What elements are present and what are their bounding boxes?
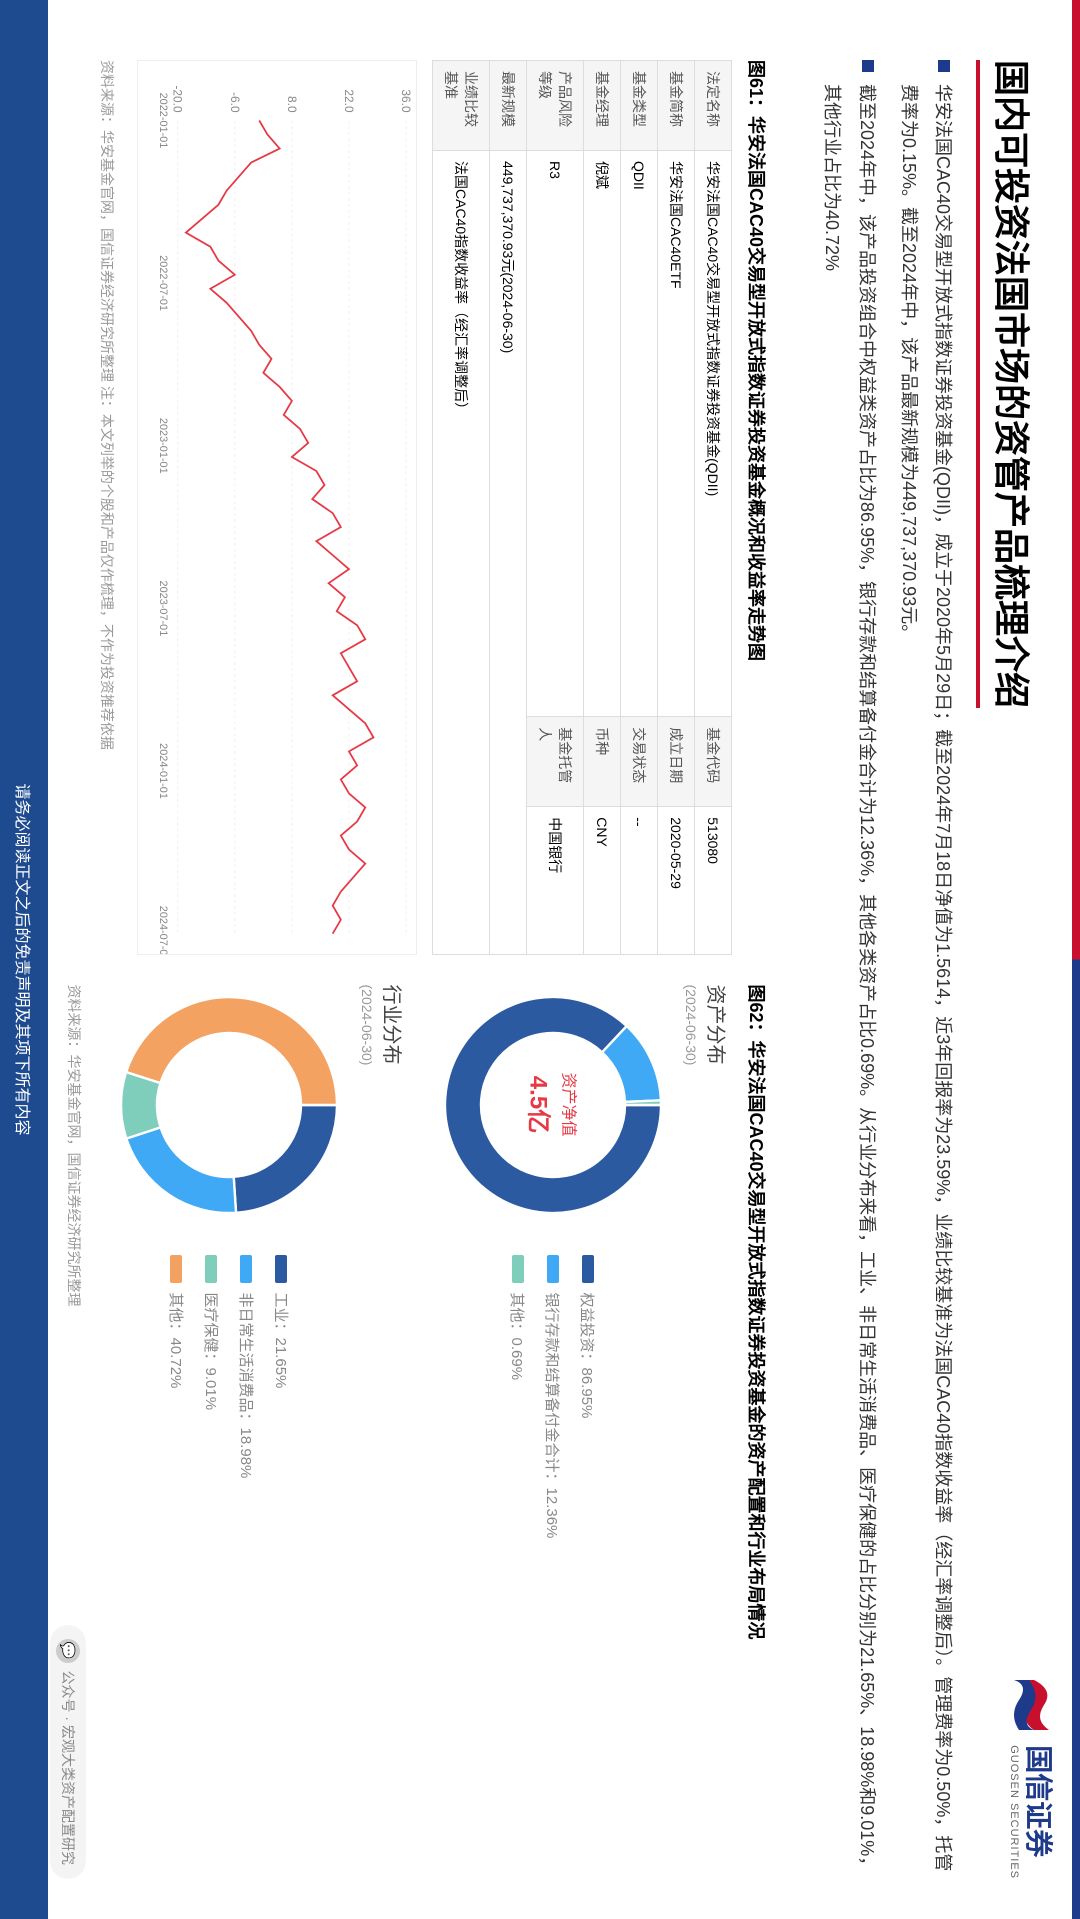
figure-row: 图61：华安法国CAC40交易型开放式指数证券投资基金概况和收益率走势图 法定名…	[64, 60, 770, 1879]
legend-item: 权益投资：86.95%	[578, 1255, 599, 1539]
guosen-logo-icon	[1009, 1675, 1059, 1735]
svg-text:-6.0: -6.0	[228, 92, 242, 113]
asset-date: (2024-06-30)	[683, 985, 699, 1880]
logo-text-en: GUOSEN SECURITIES	[1008, 1745, 1020, 1879]
bullet-text: 华安法国CAC40交易型开放式指数证券投资基金(QDII)，成立于2020年5月…	[892, 84, 960, 1879]
sector-title: 行业分布	[379, 985, 408, 1880]
line-chart: -20.0 -6.0 8.0 22.0 36.0 2022-01-01 2022-07-01…	[137, 60, 417, 955]
title-underline	[976, 60, 980, 708]
svg-text:8.0: 8.0	[285, 96, 299, 113]
legend-item: 银行存款和结算备付金合计：12.36%	[543, 1255, 564, 1539]
legend-item: 医疗保健：9.01%	[201, 1255, 222, 1479]
svg-text:2024-07-01: 2024-07-01	[157, 906, 169, 954]
footer-disclaimer: 请务必阅读正文之后的免责声明及其项下所有内容	[0, 0, 48, 1919]
asset-legend: 权益投资：86.95% 银行存款和结算备付金合计：12.36% 其他：0.69%	[508, 1255, 599, 1539]
bullet-list: 华安法国CAC40交易型开放式指数证券投资基金(QDII)，成立于2020年5月…	[807, 60, 960, 1879]
asset-donut-chart: 资产净值 4.5亿	[433, 985, 673, 1225]
bullet-item: 华安法国CAC40交易型开放式指数证券投资基金(QDII)，成立于2020年5月…	[892, 60, 960, 1879]
svg-text:2024-01-01: 2024-01-01	[157, 743, 169, 799]
svg-text:2023-01-01: 2023-01-01	[157, 418, 169, 474]
donut-center-value: 4.5亿	[524, 1072, 559, 1136]
sector-donut-chart	[109, 985, 349, 1225]
svg-text:22.0: 22.0	[342, 89, 356, 113]
wechat-text: 公众号 · 宏观大类资产配置研究	[58, 1671, 78, 1865]
sector-distribution: 行业分布 (2024-06-30) 工业：21.65% 非日常生活消费品：18.9…	[109, 985, 408, 1880]
bullet-marker-icon	[938, 60, 950, 72]
legend-item: 非日常生活消费品：18.98%	[236, 1255, 257, 1479]
bullet-item: 截至2024年中，该产品投资组合中权益类资产占比为86.95%，银行存款和结算备…	[815, 60, 883, 1879]
figure-61: 图61：华安法国CAC40交易型开放式指数证券投资基金概况和收益率走势图 法定名…	[64, 60, 770, 955]
svg-text:2022-01-01: 2022-01-01	[157, 93, 169, 149]
legend-item: 工业：21.65%	[271, 1255, 292, 1479]
asset-distribution: 资产分布 (2024-06-30) 资产净值 4.5亿 权益投资：86.95% 银…	[433, 985, 732, 1880]
fig61-title: 图61：华安法国CAC40交易型开放式指数证券投资基金概况和收益率走势图	[744, 60, 770, 955]
logo-area: 国信证券 GUOSEN SECURITIES	[1008, 1675, 1060, 1879]
footer: 请务必阅读正文之后的免责声明及其项下所有内容	[0, 0, 48, 1919]
bullet-text: 截至2024年中，该产品投资组合中权益类资产占比为86.95%，银行存款和结算备…	[815, 84, 883, 1879]
figure-62: 图62：华安法国CAC40交易型开放式指数证券投资基金的资产配置和行业布局情况 …	[64, 985, 770, 1880]
sector-date: (2024-06-30)	[359, 985, 375, 1880]
wechat-watermark: 💬 公众号 · 宏观大类资产配置研究	[50, 1625, 86, 1879]
legend-item: 其他：0.69%	[508, 1255, 529, 1539]
svg-text:-20.0: -20.0	[171, 85, 185, 112]
donut-center-label: 资产净值	[559, 1072, 583, 1136]
fig61-source: 资料来源：华安基金官网，国信证券经济研究所整理 注：本文列举的个股和产品仅作梳理…	[97, 60, 117, 955]
sector-legend: 工业：21.65% 非日常生活消费品：18.98% 医疗保健：9.01% 其他：40.…	[166, 1255, 292, 1479]
wechat-icon: 💬	[56, 1639, 80, 1663]
title-wrap: 国内可投资法国市场的资管产品梳理介绍	[976, 60, 1040, 708]
fig62-title: 图62：华安法国CAC40交易型开放式指数证券投资基金的资产配置和行业布局情况	[744, 985, 770, 1880]
svg-text:36.0: 36.0	[399, 89, 413, 113]
logo-text-cn: 国信证券	[1020, 1745, 1060, 1879]
page-title: 国内可投资法国市场的资管产品梳理介绍	[988, 60, 1040, 708]
bullet-marker-icon	[862, 60, 874, 72]
legend-item: 其他：40.72%	[166, 1255, 187, 1479]
slide-page: 国信证券 GUOSEN SECURITIES 国内可投资法国市场的资管产品梳理介…	[0, 0, 1080, 1919]
svg-text:2022-07-01: 2022-07-01	[157, 255, 169, 311]
svg-text:2023-07-01: 2023-07-01	[157, 581, 169, 637]
asset-title: 资产分布	[703, 985, 732, 1880]
header-stripe	[1072, 0, 1080, 1919]
fund-info-table: 法定名称华安法国CAC40交易型开放式指数证券投资基金(QDII)基金代码513…	[432, 60, 732, 955]
